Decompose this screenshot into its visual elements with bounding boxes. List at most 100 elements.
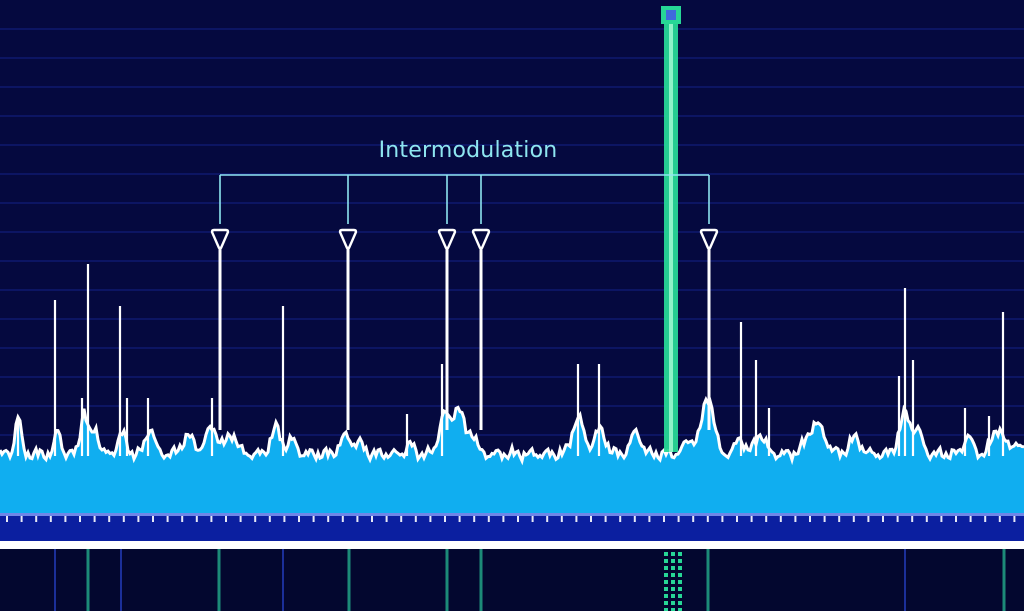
carrier-lower-dot [671, 594, 675, 598]
axis-highlight [0, 513, 1024, 516]
lower-band-lines [54, 549, 1006, 611]
axis-tick [473, 516, 476, 522]
lower-band-tick [54, 549, 56, 611]
axis-tick [356, 516, 359, 522]
carrier-lower-dot [671, 601, 675, 605]
axis-tick [677, 516, 680, 522]
axis-tick [414, 516, 417, 522]
axis-tick [429, 516, 432, 522]
axis-tick [298, 516, 300, 522]
axis-tick [794, 516, 797, 522]
carrier-lower-dot [671, 559, 675, 563]
axis-tick [984, 516, 987, 522]
lower-band-marker [217, 549, 221, 611]
down-triangle-marker-icon [210, 228, 230, 250]
axis-tick [633, 516, 636, 522]
spurious-signals [16, 264, 1005, 456]
lower-band-marker [445, 549, 449, 611]
axis-tick [838, 516, 841, 522]
axis-tick [1013, 516, 1016, 522]
lower-band-tick [282, 549, 284, 611]
axis-tick [268, 516, 271, 522]
axis-tick [721, 516, 724, 522]
noise-floor-spectrum [0, 395, 1024, 513]
gridlines [0, 28, 1024, 494]
axis-tick [312, 516, 315, 522]
axis-tick [254, 516, 257, 522]
axis-tick [852, 516, 855, 522]
axis-tick [137, 516, 140, 522]
carrier-lower-dot [678, 601, 682, 605]
axis-tick [619, 516, 622, 522]
axis-tick [79, 516, 81, 522]
axis-tick [122, 516, 125, 522]
carrier-lower-dot [664, 594, 668, 598]
carrier-lower-dot [671, 608, 675, 611]
carrier-lower-dot [678, 580, 682, 584]
axis-tick [779, 516, 782, 522]
axis-tick [604, 516, 607, 522]
lower-band-tick [120, 549, 122, 611]
axis-tick [911, 516, 914, 522]
axis-tick [152, 516, 154, 522]
axis-tick [385, 516, 388, 522]
axis-tick [20, 516, 23, 522]
axis-tick [239, 516, 242, 522]
carrier-lower-dot [678, 608, 682, 611]
carrier-lower-dot [664, 580, 668, 584]
axis-tick [706, 516, 709, 522]
intermodulation-annotation: Intermodulation [210, 138, 719, 430]
axis-tick [998, 516, 1001, 522]
axis-tick [181, 516, 184, 522]
axis-tick [49, 516, 52, 522]
frequency-axis [0, 513, 1024, 549]
carrier-lower-dot [671, 552, 675, 556]
axis-baseline [0, 541, 1024, 549]
lower-band-background [0, 549, 1024, 611]
axis-tick [166, 516, 169, 522]
lower-band-marker [706, 549, 710, 611]
carrier-lower-dot [664, 608, 668, 611]
carrier-lower-dot [678, 552, 682, 556]
axis-tick [371, 516, 373, 522]
annotation-label: Intermodulation [379, 138, 558, 163]
carrier-lower-dot [671, 580, 675, 584]
axis-tick [750, 516, 753, 522]
axis-tick [93, 516, 96, 522]
axis-tick [531, 516, 534, 522]
carrier-marker-core [666, 10, 676, 20]
axis-tick [692, 516, 695, 522]
axis-tick [969, 516, 972, 522]
carrier-core [669, 14, 673, 452]
carrier-lower-dot [664, 587, 668, 591]
carrier-lower-dot [678, 559, 682, 563]
spectrum-outline [0, 395, 1024, 466]
down-triangle-marker-icon [338, 228, 358, 250]
axis-tick [400, 516, 403, 522]
axis-tick [882, 516, 884, 522]
lower-band-marker [86, 549, 90, 611]
carrier-signal [661, 6, 681, 452]
carrier-lower-dot [671, 573, 675, 577]
carrier-lower-dot [678, 587, 682, 591]
axis-tick [64, 516, 67, 522]
axis-tick [341, 516, 344, 522]
axis-tick [560, 516, 563, 522]
axis-tick [458, 516, 461, 522]
axis-tick [955, 516, 957, 522]
carrier-lower-dot [664, 566, 668, 570]
axis-tick [327, 516, 330, 522]
axis-tick [6, 516, 8, 522]
axis-tick [444, 516, 446, 522]
lower-band-tick [904, 549, 906, 611]
axis-tick [896, 516, 899, 522]
lower-band-marker [347, 549, 351, 611]
axis-tick [823, 516, 826, 522]
down-triangle-marker-icon [699, 228, 719, 250]
spectrum-fill [0, 399, 1024, 513]
carrier-lower-dot [678, 566, 682, 570]
axis-tick [925, 516, 928, 522]
axis-tick [502, 516, 505, 522]
carrier-lower-dot [664, 559, 668, 563]
